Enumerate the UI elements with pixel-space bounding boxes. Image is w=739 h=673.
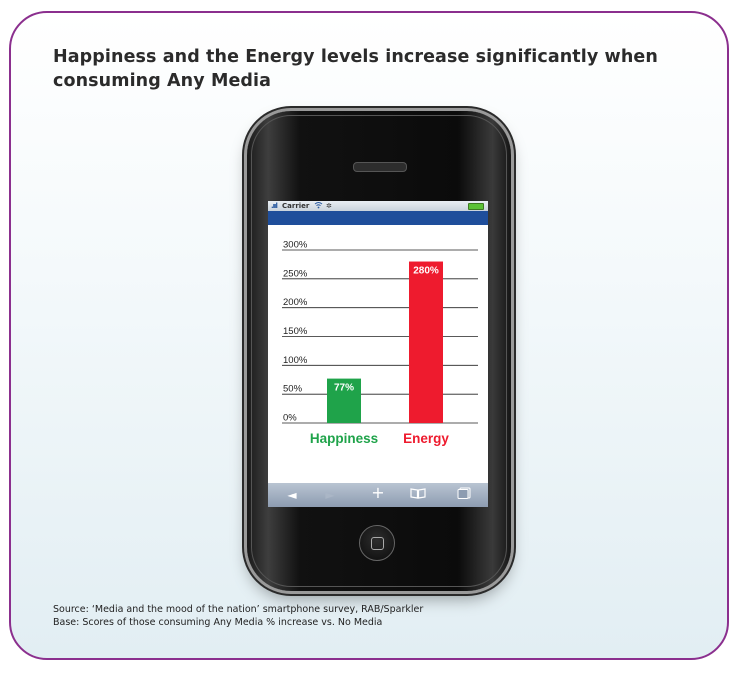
status-bar: .ııl Carrier ✲ [268,201,488,211]
y-tick-label: 0% [283,413,297,424]
y-tick-label: 100% [283,355,308,366]
wifi-icon [314,201,323,212]
bar-energy [409,261,443,423]
base-note: Base: Scores of those consuming Any Medi… [53,617,383,628]
bar-happiness [327,378,361,423]
category-label: Happiness [310,431,378,446]
carrier-label: Carrier [282,202,310,210]
loading-icon: ✲ [326,202,332,210]
speaker-grille [353,162,407,172]
y-tick-label: 200% [283,297,308,308]
category-label: Energy [403,431,449,446]
back-arrow-icon[interactable]: ◄ [287,488,297,502]
bar-chart: 0% 50% 100% 150% 200% 250% 300% 77% Happiness 280… [282,240,478,446]
battery-icon [468,203,484,210]
data-label: 280% [413,266,439,277]
y-tick-label: 250% [283,268,308,279]
pages-icon[interactable] [454,487,474,503]
data-label: 77% [334,383,354,394]
browser-toolbar: ◄ ► + [268,483,488,507]
bookmarks-icon[interactable] [408,487,428,503]
y-tick-label: 300% [283,240,308,251]
signal-icon: .ııl [271,202,278,210]
smartphone-illustration: .ııl Carrier ✲ 0% 50% 100% 150% 200% 250% 300%… [247,111,511,591]
browser-header-bar [268,211,488,225]
home-button[interactable] [359,525,395,561]
y-tick-label: 150% [283,326,308,337]
source-note: Source: ‘Media and the mood of the natio… [53,604,424,615]
forward-arrow-icon[interactable]: ► [325,488,335,502]
add-icon[interactable]: + [371,483,385,502]
card: Happiness and the Energy levels increase… [9,11,729,660]
y-tick-label: 50% [283,384,303,395]
page-title: Happiness and the Energy levels increase… [53,47,658,91]
phone-screen: .ııl Carrier ✲ 0% 50% 100% 150% 200% 250% 300%… [268,201,488,507]
